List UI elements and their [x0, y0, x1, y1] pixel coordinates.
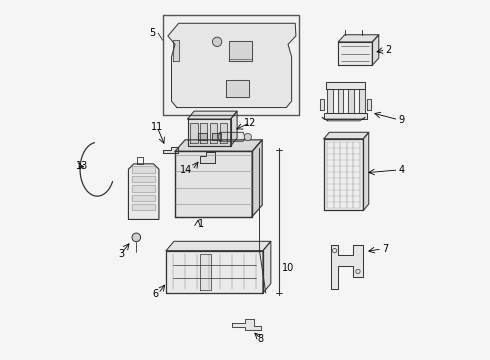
- Polygon shape: [166, 241, 271, 251]
- Polygon shape: [173, 40, 179, 61]
- Polygon shape: [132, 204, 155, 211]
- Polygon shape: [252, 140, 262, 217]
- Polygon shape: [200, 152, 215, 163]
- Polygon shape: [191, 123, 197, 143]
- Text: 2: 2: [386, 45, 392, 55]
- Text: 12: 12: [244, 118, 257, 128]
- Text: 13: 13: [76, 161, 89, 171]
- Polygon shape: [200, 123, 207, 143]
- Polygon shape: [331, 244, 364, 289]
- Polygon shape: [188, 111, 237, 119]
- Polygon shape: [326, 82, 365, 89]
- Polygon shape: [338, 42, 372, 65]
- Polygon shape: [210, 123, 217, 143]
- Text: 6: 6: [152, 289, 158, 299]
- Text: 9: 9: [398, 115, 405, 125]
- Text: 11: 11: [151, 122, 163, 132]
- Circle shape: [132, 233, 141, 242]
- Text: 14: 14: [180, 165, 192, 175]
- Text: 1: 1: [197, 219, 204, 229]
- Polygon shape: [324, 132, 368, 139]
- Polygon shape: [364, 132, 368, 211]
- Polygon shape: [359, 89, 365, 113]
- Polygon shape: [229, 41, 252, 61]
- Polygon shape: [212, 134, 221, 140]
- Text: 3: 3: [118, 248, 124, 258]
- Polygon shape: [338, 89, 343, 113]
- Polygon shape: [225, 80, 249, 98]
- Polygon shape: [197, 134, 207, 140]
- Polygon shape: [322, 117, 365, 121]
- Polygon shape: [231, 111, 237, 146]
- Polygon shape: [132, 185, 155, 192]
- Polygon shape: [132, 195, 155, 201]
- Polygon shape: [163, 147, 177, 153]
- Polygon shape: [232, 319, 261, 330]
- Polygon shape: [367, 99, 371, 110]
- Polygon shape: [338, 35, 379, 42]
- Polygon shape: [218, 132, 245, 141]
- Polygon shape: [168, 23, 296, 108]
- Text: 8: 8: [257, 333, 264, 343]
- Polygon shape: [372, 35, 379, 65]
- Polygon shape: [319, 99, 324, 110]
- Text: 5: 5: [149, 28, 155, 38]
- Polygon shape: [327, 89, 333, 113]
- Polygon shape: [163, 15, 299, 116]
- Polygon shape: [263, 241, 271, 293]
- Circle shape: [213, 37, 222, 46]
- Circle shape: [245, 134, 251, 140]
- Polygon shape: [348, 89, 354, 113]
- Polygon shape: [132, 176, 155, 182]
- Polygon shape: [324, 139, 364, 211]
- Polygon shape: [200, 253, 211, 290]
- Polygon shape: [324, 113, 367, 119]
- Polygon shape: [166, 251, 263, 293]
- Polygon shape: [220, 123, 227, 143]
- Polygon shape: [175, 140, 262, 151]
- Text: 4: 4: [398, 165, 405, 175]
- Polygon shape: [128, 164, 159, 220]
- Polygon shape: [175, 151, 252, 217]
- Text: 10: 10: [282, 263, 294, 273]
- Polygon shape: [132, 166, 155, 173]
- Text: 7: 7: [382, 244, 388, 254]
- Polygon shape: [188, 119, 231, 146]
